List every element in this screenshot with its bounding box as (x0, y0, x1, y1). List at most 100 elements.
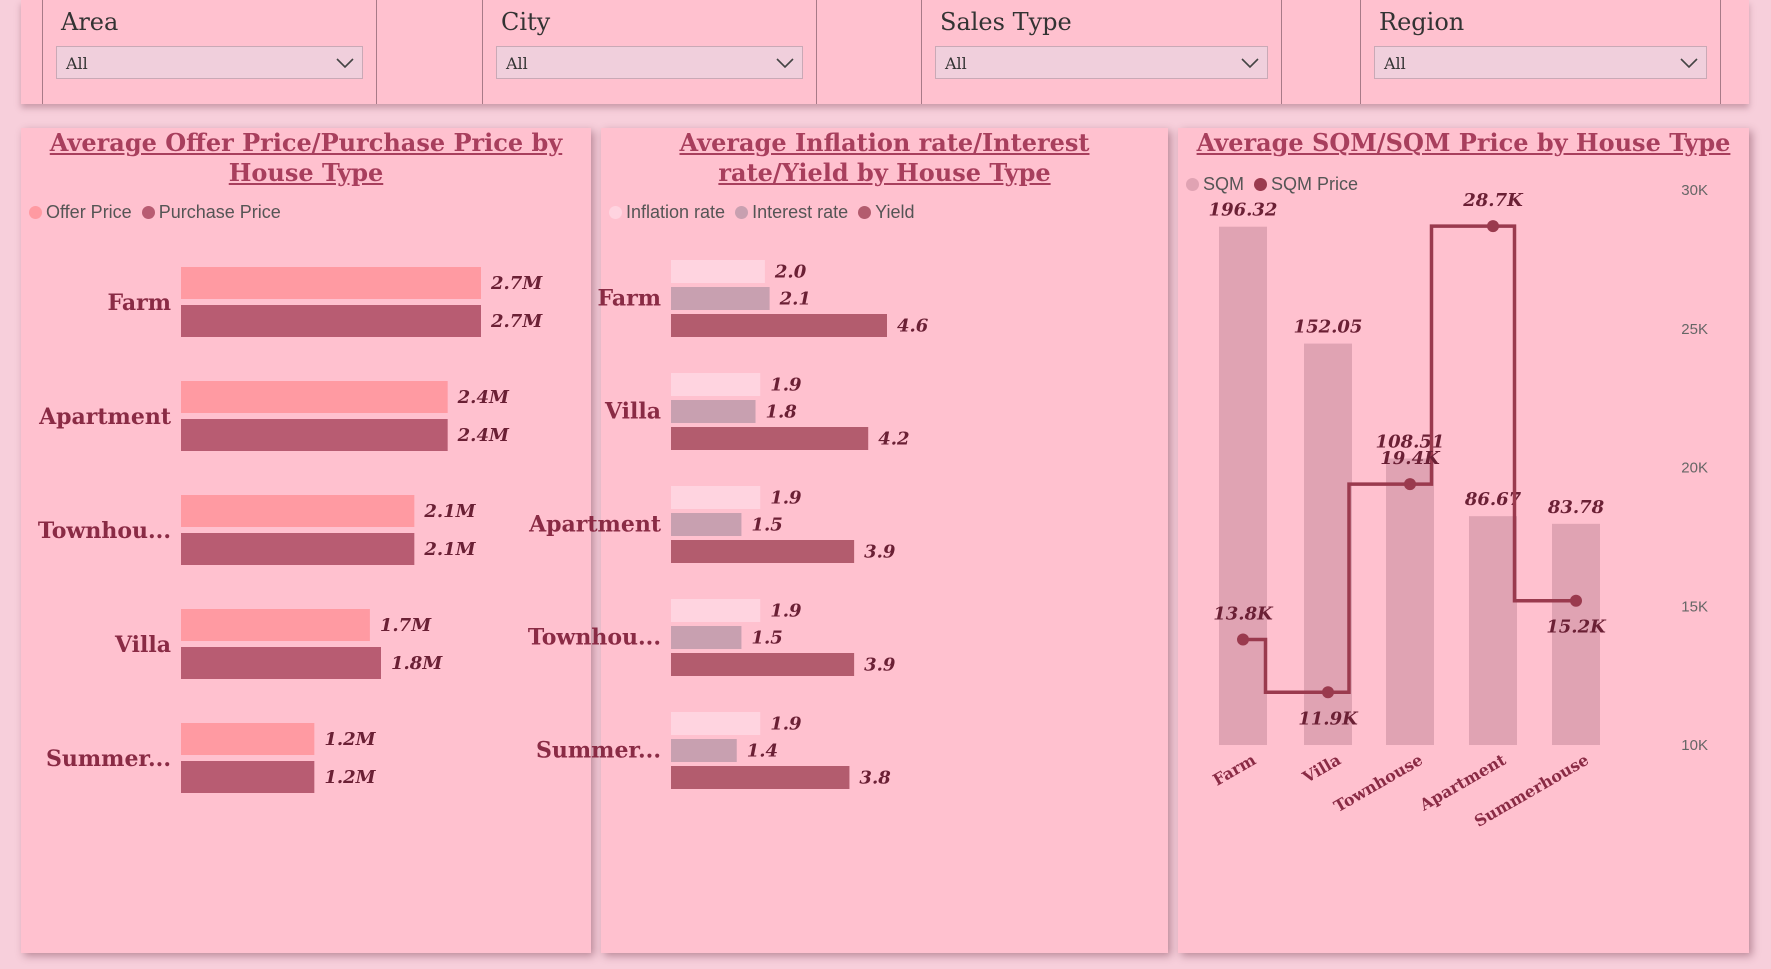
legend-label: SQM (1203, 174, 1245, 194)
bar (181, 533, 415, 565)
area-slicer: Area All (42, 0, 377, 104)
line-point (1322, 686, 1334, 699)
data-label: 1.7M (380, 615, 432, 636)
chart-plot: Farm 2.7M 2.7M Apartment 2.4M 2.4M Townhou... 2… (38, 267, 543, 793)
data-label: 1.2M (324, 729, 376, 750)
bar (1219, 226, 1267, 745)
filter-bar: Area All City All Sales Type All Region … (21, 0, 1749, 104)
y2-tick-label: 20K (1681, 460, 1708, 477)
area-slicer-label: Area (61, 8, 119, 36)
category-label: Summer... (46, 746, 171, 772)
data-label: 1.9 (770, 601, 802, 622)
category-label: Villa (604, 399, 661, 425)
bar (1552, 523, 1600, 745)
sales-type-slicer-label: Sales Type (940, 8, 1072, 36)
sales-type-dropdown[interactable]: All (935, 46, 1268, 79)
legend-item-interest-rate[interactable]: Interest rate (735, 202, 848, 223)
bar (1469, 516, 1517, 745)
data-label: 1.2M (324, 767, 376, 788)
data-label: 2.7M (490, 311, 543, 332)
legend-item-yield[interactable]: Yield (858, 202, 914, 223)
legend-dot (29, 206, 42, 219)
data-label: 1.9 (770, 375, 802, 396)
city-slicer-label: City (501, 8, 551, 36)
data-label: 1.5 (751, 515, 782, 536)
bar (181, 647, 381, 679)
bar (671, 626, 742, 649)
bar (181, 305, 481, 337)
data-label: 2.7M (490, 273, 543, 294)
chart-title: Average Inflation rate/Interest rate/Yie… (679, 128, 1090, 187)
region-dropdown[interactable]: All (1374, 46, 1707, 79)
sales-type-slicer: Sales Type All (921, 0, 1282, 104)
bar (671, 653, 855, 676)
area-dropdown[interactable]: All (56, 46, 363, 79)
line-point (1570, 594, 1582, 607)
legend-item-sqm[interactable]: SQM (1186, 174, 1244, 195)
data-label: 1.8 (766, 402, 798, 423)
data-label: 2.1M (423, 539, 476, 560)
bar (181, 495, 415, 527)
bar (671, 287, 770, 310)
y2-tick-label: 30K (1681, 182, 1708, 199)
category-label: Villa (114, 632, 171, 658)
legend-item-sqm-price[interactable]: SQM Price (1254, 174, 1358, 195)
bar (671, 766, 850, 789)
legend-item-offer-price[interactable]: Offer Price (29, 202, 132, 223)
bar (671, 486, 761, 509)
chart-legend: Offer Price Purchase Price (29, 202, 291, 223)
legend-dot (735, 206, 749, 219)
legend-item-purchase-price[interactable]: Purchase Price (141, 202, 281, 223)
chevron-down-icon (776, 58, 794, 69)
chart-title: Average SQM/SQM Price by House Type (1196, 128, 1731, 157)
category-label: Summer... (536, 738, 661, 764)
data-label: 3.9 (864, 655, 896, 676)
line-point (1404, 478, 1416, 491)
bar (181, 267, 481, 299)
sales-type-dropdown-value: All (945, 54, 967, 73)
bar (1386, 458, 1434, 745)
chevron-down-icon (1241, 58, 1259, 69)
data-label: 152.05 (1294, 317, 1363, 338)
data-label: 2.0 (774, 262, 807, 283)
data-label: 196.32 (1209, 200, 1278, 221)
data-label: 15.2K (1546, 617, 1607, 638)
data-label: 83.78 (1547, 497, 1605, 518)
data-label: 108.51 (1376, 432, 1445, 453)
data-label: 3.9 (864, 542, 896, 563)
legend-label: SQM Price (1271, 174, 1359, 194)
data-label: 1.9 (770, 714, 802, 735)
bar (1304, 343, 1352, 745)
data-label: 2.4M (457, 387, 510, 408)
bar (181, 381, 448, 413)
legend-dot (1254, 178, 1268, 191)
legend-label: Offer Price (46, 202, 132, 222)
rates-yield-chart: Average Inflation rate/Interest rate/Yie… (528, 128, 1168, 953)
bar (181, 609, 370, 641)
data-label: 1.8M (391, 653, 443, 674)
data-label: 2.4M (457, 425, 510, 446)
category-label: Townhou... (528, 625, 661, 651)
legend-item-inflation-rate[interactable]: Inflation rate (609, 202, 725, 223)
bar (671, 513, 742, 536)
city-dropdown-value: All (506, 54, 528, 73)
x-tick-label: Farm (1209, 750, 1259, 790)
area-dropdown-value: All (66, 54, 88, 73)
region-dropdown-value: All (1384, 54, 1406, 73)
line-point (1487, 220, 1499, 233)
city-dropdown[interactable]: All (496, 46, 803, 79)
bar (671, 540, 855, 563)
chart-plot: 10K 15K 20K 25K 30K 196.32 Farm 152.05 Villa 108.… (1209, 182, 1708, 831)
legend-dot (1186, 178, 1199, 191)
legend-label: Inflation rate (626, 202, 726, 222)
data-label: 19.4K (1380, 448, 1441, 469)
data-label: 1.4 (747, 741, 778, 762)
category-label: Farm (107, 290, 171, 316)
bar (181, 723, 315, 755)
bar (671, 260, 765, 283)
city-slicer: City All (482, 0, 817, 104)
bar (181, 761, 315, 793)
legend-dot (858, 206, 872, 219)
chevron-down-icon (1680, 58, 1698, 69)
data-label: 2.1 (779, 289, 811, 310)
